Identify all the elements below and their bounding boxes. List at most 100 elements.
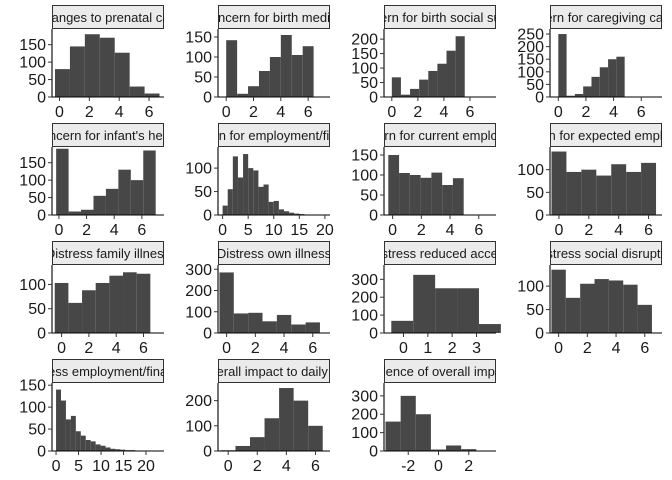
histogram-bar bbox=[399, 173, 410, 215]
y-tick-label: 100 bbox=[19, 173, 46, 190]
facet-panel: Distress family illness 0 50 100 0 2 4 6 bbox=[19, 241, 164, 357]
histogram-bar bbox=[237, 177, 244, 215]
facet-strip-title: Distress own illness bbox=[217, 246, 332, 261]
y-tick-label: 100 bbox=[351, 308, 378, 325]
histogram-bar bbox=[250, 437, 265, 451]
y-tick-label: 50 bbox=[360, 188, 378, 205]
x-tick-label: 4 bbox=[612, 340, 621, 357]
facet-strip bbox=[550, 5, 662, 29]
histogram-bar bbox=[100, 445, 106, 451]
y-tick-label: 50 bbox=[194, 184, 212, 201]
x-tick-label: 6 bbox=[139, 340, 148, 357]
x-tick-label: 0 bbox=[222, 104, 231, 121]
histogram-bar bbox=[596, 175, 612, 215]
histogram-bar bbox=[581, 169, 597, 215]
y-tick-label: 0 bbox=[37, 90, 46, 107]
y-tick-label: 100 bbox=[517, 64, 544, 81]
histogram-bar bbox=[136, 273, 151, 333]
x-tick-label: 2 bbox=[417, 222, 426, 239]
histogram-bar bbox=[455, 36, 465, 97]
histogram-bar bbox=[105, 188, 119, 215]
histogram-bar bbox=[551, 269, 566, 333]
facet-strip bbox=[52, 5, 164, 29]
histogram-bar bbox=[54, 69, 70, 97]
x-tick-label: 0 bbox=[52, 458, 61, 475]
x-tick-label: 5 bbox=[244, 222, 253, 239]
facet-strip bbox=[550, 241, 662, 265]
x-tick-label: 2 bbox=[464, 458, 473, 475]
x-tick-label: 4 bbox=[609, 104, 618, 121]
x-tick-label: 4 bbox=[276, 104, 285, 121]
facet-strip-title: Changes to prenatal care bbox=[35, 10, 181, 25]
y-tick-label: 250 bbox=[517, 27, 544, 44]
facet-strip bbox=[218, 241, 330, 265]
y-tick-label: 50 bbox=[526, 185, 544, 202]
histogram-bar bbox=[409, 175, 421, 215]
y-tick-label: 0 bbox=[369, 326, 378, 343]
y-tick-label: 200 bbox=[517, 39, 544, 56]
histogram-bar bbox=[293, 400, 309, 451]
y-tick-label: 50 bbox=[28, 190, 46, 207]
y-tick-label: 150 bbox=[19, 37, 46, 54]
x-tick-label: 2 bbox=[82, 222, 91, 239]
x-tick-label: 6 bbox=[474, 222, 483, 239]
x-tick-label: 6 bbox=[308, 340, 317, 357]
y-tick-label: 0 bbox=[203, 326, 212, 343]
histogram-bar bbox=[232, 156, 238, 215]
facet-strip-title: Concern for birth social support bbox=[350, 10, 531, 25]
y-tick-label: 100 bbox=[185, 418, 212, 435]
x-tick-label: 6 bbox=[466, 104, 475, 121]
histogram-bar bbox=[608, 280, 624, 333]
x-tick-label: -2 bbox=[401, 458, 415, 475]
facet-strip-title: Distress employment/finances bbox=[21, 364, 195, 379]
x-tick-label: 0 bbox=[399, 340, 408, 357]
histogram-bar bbox=[226, 40, 238, 97]
histogram-bar bbox=[574, 93, 584, 97]
histogram-bar bbox=[430, 449, 447, 451]
histogram-bar bbox=[118, 169, 131, 215]
x-tick-label: 4 bbox=[280, 340, 289, 357]
facet-panel: Distress own illness 0 100 200 300 0 2 4 6 bbox=[185, 241, 332, 357]
histogram-bar bbox=[105, 447, 111, 451]
facet-strip-title: Distress reduced access bbox=[369, 246, 511, 261]
histogram-bar bbox=[591, 76, 600, 97]
histogram-bar bbox=[551, 151, 567, 215]
histogram-bar bbox=[415, 414, 431, 451]
histogram-bar bbox=[95, 282, 110, 333]
x-tick-label: 2 bbox=[84, 340, 93, 357]
y-tick-label: 50 bbox=[28, 301, 46, 318]
facet-strip-title: Concern for birth medical bbox=[201, 10, 346, 25]
y-tick-label: 0 bbox=[203, 444, 212, 461]
histogram-bar bbox=[446, 50, 456, 97]
histogram-bar bbox=[110, 448, 116, 451]
x-tick-label: 2 bbox=[85, 104, 94, 121]
facet-strip-title: Concern for caregiving capacity bbox=[515, 10, 672, 25]
histogram-bar bbox=[400, 395, 416, 451]
histogram-bar bbox=[302, 46, 314, 97]
histogram-bar bbox=[280, 35, 292, 97]
x-tick-label: 2 bbox=[251, 340, 260, 357]
histogram-bar bbox=[400, 94, 411, 97]
histogram-bar bbox=[294, 213, 300, 215]
y-tick-label: 100 bbox=[351, 168, 378, 185]
histogram-bar bbox=[291, 324, 306, 333]
histogram-bar bbox=[385, 421, 401, 451]
facet-panel: Concern for caregiving capacity050100150… bbox=[515, 5, 672, 121]
histogram-bar bbox=[93, 195, 106, 215]
x-tick-label: 6 bbox=[311, 458, 320, 475]
histogram-bar bbox=[80, 435, 86, 451]
x-tick-label: 4 bbox=[614, 222, 623, 239]
y-tick-label: 300 bbox=[351, 388, 378, 405]
histogram-bar bbox=[276, 314, 292, 333]
histogram-bar bbox=[263, 184, 269, 215]
histogram-bar bbox=[56, 389, 61, 451]
x-tick-label: 4 bbox=[282, 458, 291, 475]
facet-strip-title: Concern for current employment bbox=[347, 128, 534, 143]
histogram-bar bbox=[442, 185, 453, 215]
facet-panel: Distress social disruption 0 50 100 0 2 4 6 bbox=[517, 241, 662, 357]
x-tick-label: 10 bbox=[265, 222, 283, 239]
histogram-bar bbox=[227, 189, 233, 215]
histogram-bar bbox=[269, 57, 281, 97]
